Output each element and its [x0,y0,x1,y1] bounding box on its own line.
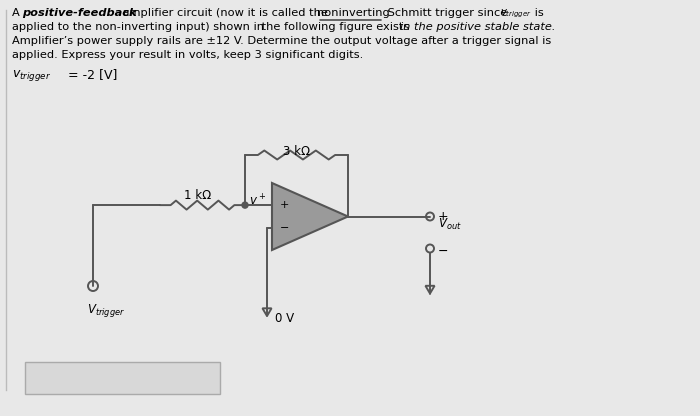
Text: is: is [531,8,544,18]
Text: +: + [438,210,449,223]
Circle shape [242,202,248,208]
Text: $V_{trigger}$: $V_{trigger}$ [87,302,125,319]
Text: noninverting: noninverting [317,8,390,18]
Text: +: + [280,200,289,210]
Text: 1 kΩ: 1 kΩ [184,189,211,202]
Text: $V_{out}$: $V_{out}$ [438,217,462,232]
Text: applied. Express your result in volts, keep 3 significant digits.: applied. Express your result in volts, k… [12,50,363,60]
Text: −: − [280,223,289,233]
Text: Amplifier’s power supply rails are ±12 V. Determine the output voltage after a t: Amplifier’s power supply rails are ±12 V… [12,36,552,46]
Text: positive-feedback: positive-feedback [22,8,136,18]
Text: in the positive stable state.: in the positive stable state. [400,22,556,32]
Text: −: − [438,245,449,258]
Text: amplifier circuit (now it is called the: amplifier circuit (now it is called the [119,8,332,18]
Text: = -2 [V]: = -2 [V] [64,68,118,81]
Text: $v_{trigger}$: $v_{trigger}$ [12,68,51,83]
Polygon shape [272,183,348,250]
FancyBboxPatch shape [25,362,220,394]
Text: the following figure exists: the following figure exists [258,22,413,32]
Text: 3 kΩ: 3 kΩ [283,145,310,158]
Text: Schmitt trigger since: Schmitt trigger since [384,8,511,18]
Text: 0 V: 0 V [275,312,294,324]
Text: applied to the non-inverting input) shown in: applied to the non-inverting input) show… [12,22,264,32]
Text: $v^+$: $v^+$ [249,193,266,208]
Text: A: A [12,8,23,18]
Text: $v_{trigger}$: $v_{trigger}$ [500,8,532,20]
